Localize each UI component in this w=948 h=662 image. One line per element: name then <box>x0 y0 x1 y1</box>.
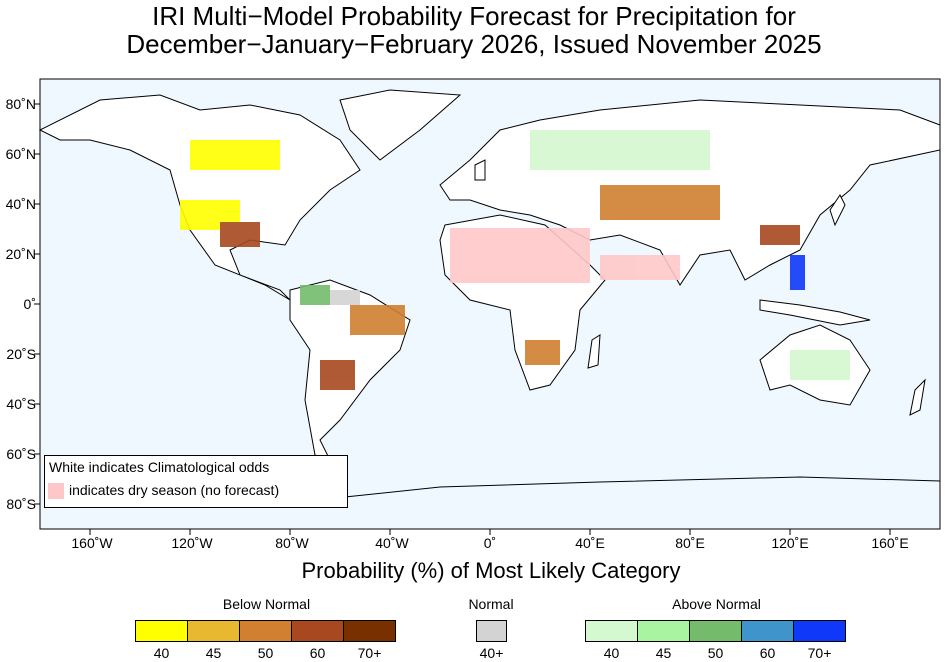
madagascar <box>587 334 601 369</box>
legend-swatch-below-50 <box>239 620 292 642</box>
dry-season-sahara <box>450 228 590 283</box>
lat-label: 40˚S <box>6 396 36 412</box>
legend-tick-label: 45 <box>655 645 672 661</box>
legend-tick-label: 40+ <box>479 645 504 661</box>
lon-label: 160˚E <box>871 535 909 551</box>
below-canada <box>190 140 280 170</box>
legend-swatch-above-70+ <box>793 620 846 642</box>
lat-label: 0˚ <box>23 296 36 312</box>
lon-label: 40˚E <box>575 535 605 551</box>
japan <box>829 194 846 227</box>
legend-tick-label: 50 <box>707 645 724 661</box>
legend-swatch-below-60 <box>291 620 344 642</box>
legend-below-label: Below Normal <box>222 596 311 612</box>
below-mideast <box>600 185 720 220</box>
lon-label: 40˚W <box>375 535 409 551</box>
lat-label: 80˚N <box>5 96 36 112</box>
indonesia <box>759 299 871 326</box>
greenland <box>339 89 462 161</box>
lat-label: 20˚N <box>5 246 36 262</box>
note-dry-season: indicates dry season (no forecast) <box>69 482 280 498</box>
axis-ticks <box>34 103 891 535</box>
legend-normal-label: Normal <box>468 596 514 612</box>
lon-label: 80˚W <box>275 535 309 551</box>
legend-tick-label: 40 <box>603 645 620 661</box>
lat-label: 60˚N <box>5 146 36 162</box>
above-australia <box>790 350 850 380</box>
dry-season-india <box>600 255 680 280</box>
below-argentina <box>320 360 355 390</box>
legend-tick-label: 45 <box>205 645 222 661</box>
below-china <box>760 225 800 245</box>
legend-swatch-above-40 <box>585 620 638 642</box>
legend-tick-label: 70+ <box>807 645 832 661</box>
legend-tick-label: 60 <box>759 645 776 661</box>
forecast-shading <box>180 130 850 390</box>
dry-season-swatch <box>48 483 64 499</box>
legend-swatch-below-70+ <box>343 620 396 642</box>
below-south-africa <box>525 340 560 365</box>
lat-label: 60˚S <box>6 446 36 462</box>
legend-swatch-below-45 <box>187 620 240 642</box>
legend-swatch-above-45 <box>637 620 690 642</box>
above-philippines <box>790 255 805 290</box>
lon-label: 0˚ <box>483 535 497 551</box>
below-brazil <box>350 305 405 335</box>
normal-venezuela <box>330 290 360 305</box>
lon-label: 120˚E <box>771 535 809 551</box>
map-note-box: White indicates Climatological odds indi… <box>44 455 348 508</box>
lat-label: 40˚N <box>5 196 36 212</box>
uk <box>474 159 486 181</box>
new-zealand <box>909 378 926 416</box>
map-title-line2: December−January−February 2026, Issued N… <box>126 29 822 59</box>
lon-label: 160˚W <box>71 535 113 551</box>
note-climatology: White indicates Climatological odds <box>49 459 270 475</box>
above-russia <box>530 130 710 170</box>
above-colombia <box>300 285 330 305</box>
antarctica <box>344 476 941 498</box>
legend-swatch-normal-40+ <box>476 620 507 642</box>
legend-above-label: Above Normal <box>672 596 761 612</box>
map-title-line1: IRI Multi−Model Probability Forecast for… <box>152 1 796 31</box>
legend-swatch-below-40 <box>135 620 188 642</box>
legend-tick-label: 70+ <box>357 645 382 661</box>
legend-tick-label: 40 <box>153 645 170 661</box>
x-axis-title: Probability (%) of Most Likely Category <box>301 558 681 583</box>
legend-tick-label: 50 <box>257 645 274 661</box>
lat-label: 20˚S <box>6 346 36 362</box>
legend-swatch-above-60 <box>741 620 794 642</box>
lon-label: 80˚E <box>675 535 705 551</box>
lat-label: 80˚S <box>6 496 36 512</box>
lon-label: 120˚W <box>171 535 213 551</box>
below-mexico <box>220 222 260 247</box>
legend-tick-label: 60 <box>309 645 326 661</box>
legend-swatch-above-50 <box>689 620 742 642</box>
